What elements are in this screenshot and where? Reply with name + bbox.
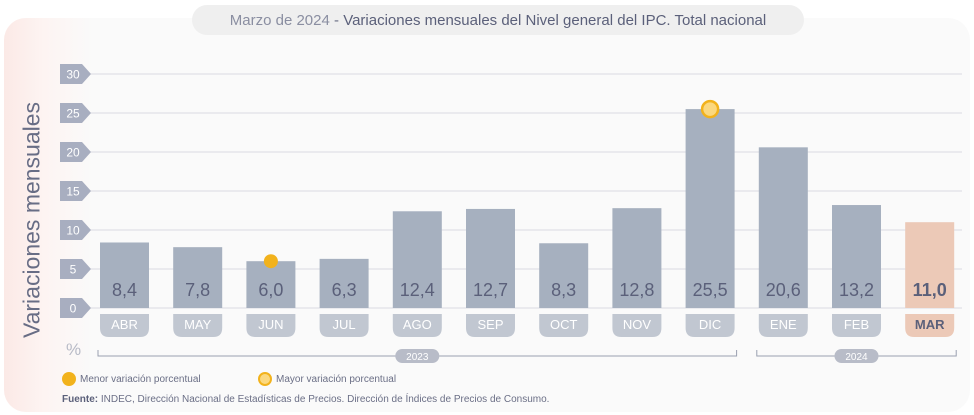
y-tick-badge — [60, 259, 91, 279]
bar-value-label: 8,4 — [112, 280, 137, 300]
category-pill — [905, 314, 955, 337]
legend-max-label: Mayor variación porcentual — [276, 373, 397, 385]
bar — [466, 208, 515, 308]
category-label: JUL — [333, 317, 356, 332]
category-label: DIC — [699, 317, 721, 332]
category-label: SEP — [477, 317, 503, 332]
bar — [539, 243, 589, 308]
year-label: 2024 — [845, 352, 868, 363]
y-tick-label: 20 — [66, 146, 80, 160]
category-pill — [758, 314, 808, 337]
unit-label: % — [66, 340, 82, 359]
bar — [392, 211, 442, 308]
bar-value-label: 25,5 — [693, 280, 728, 300]
bar-value-label: 20,6 — [766, 280, 801, 300]
category-label: MAR — [915, 317, 945, 332]
bar — [685, 109, 735, 308]
bar — [319, 258, 369, 308]
y-tick-badge — [60, 64, 91, 84]
category-label: AGO — [403, 317, 432, 332]
category-label: JUN — [258, 317, 283, 332]
y-tick-label: 10 — [66, 224, 80, 238]
chart-title: Marzo de 2024 - Variaciones mensuales de… — [192, 5, 804, 35]
y-tick-label: 30 — [66, 68, 80, 82]
legend-max: Mayor variación porcentual — [258, 372, 396, 386]
source-prefix: Fuente: — [62, 394, 99, 405]
bar — [905, 222, 955, 308]
bar-value-label: 12,8 — [619, 280, 654, 300]
y-tick-label: 5 — [70, 263, 77, 277]
category-pill — [319, 314, 369, 337]
category-label: ENE — [770, 317, 797, 332]
bar-value-label: 8,3 — [551, 280, 576, 300]
category-pill — [392, 314, 442, 337]
year-pill — [834, 349, 879, 363]
source-note: Fuente: INDEC, Dirección Nacional de Est… — [62, 394, 549, 405]
category-label: OCT — [550, 317, 578, 332]
y-tick-label: 0 — [70, 302, 77, 316]
bar-value-label: 12,4 — [400, 280, 435, 300]
bar-value-label: 13,2 — [839, 280, 874, 300]
y-tick-badge — [60, 181, 91, 201]
y-tick-badge — [60, 103, 91, 123]
min-marker-icon — [62, 372, 76, 386]
category-pill — [173, 314, 223, 337]
bar — [246, 261, 296, 308]
max-marker-icon — [258, 372, 272, 386]
y-tick-label: 25 — [66, 107, 80, 121]
bar — [612, 208, 662, 308]
bar — [832, 205, 881, 308]
title-separator: - — [329, 11, 344, 29]
category-pill — [685, 314, 735, 337]
min-marker — [263, 254, 278, 269]
y-tick-badge — [60, 220, 91, 240]
category-pill — [100, 314, 149, 337]
bar — [100, 242, 149, 308]
max-marker — [700, 99, 720, 119]
legend-min: Menor variación porcentual — [62, 372, 201, 386]
year-label: 2023 — [406, 352, 429, 363]
category-pill — [612, 314, 662, 337]
category-pill — [832, 314, 881, 337]
bar-value-label: 11,0 — [913, 280, 947, 300]
bar — [758, 147, 808, 308]
category-pill — [466, 314, 515, 337]
y-tick-label: 15 — [66, 185, 80, 199]
bar-value-label: 12,7 — [473, 280, 508, 300]
legend-min-label: Menor variación porcentual — [80, 373, 201, 385]
source-text: INDEC, Dirección Nacional de Estadística… — [98, 394, 550, 405]
bar-value-label: 6,0 — [258, 280, 283, 300]
year-pill — [395, 349, 440, 363]
category-pill — [539, 314, 589, 337]
title-date: Marzo de 2024 — [229, 11, 330, 29]
category-pill — [246, 314, 296, 337]
y-tick-badge — [60, 298, 91, 318]
category-label: MAY — [184, 317, 212, 332]
bar — [173, 247, 223, 308]
bar-value-label: 6,3 — [332, 280, 357, 300]
category-label: ABR — [111, 317, 138, 332]
category-label: NOV — [623, 317, 652, 332]
title-text: Variaciones mensuales del Nivel general … — [343, 11, 767, 29]
bar-value-label: 7,8 — [185, 280, 210, 300]
y-tick-badge — [60, 142, 91, 162]
category-label: FEB — [844, 317, 869, 332]
